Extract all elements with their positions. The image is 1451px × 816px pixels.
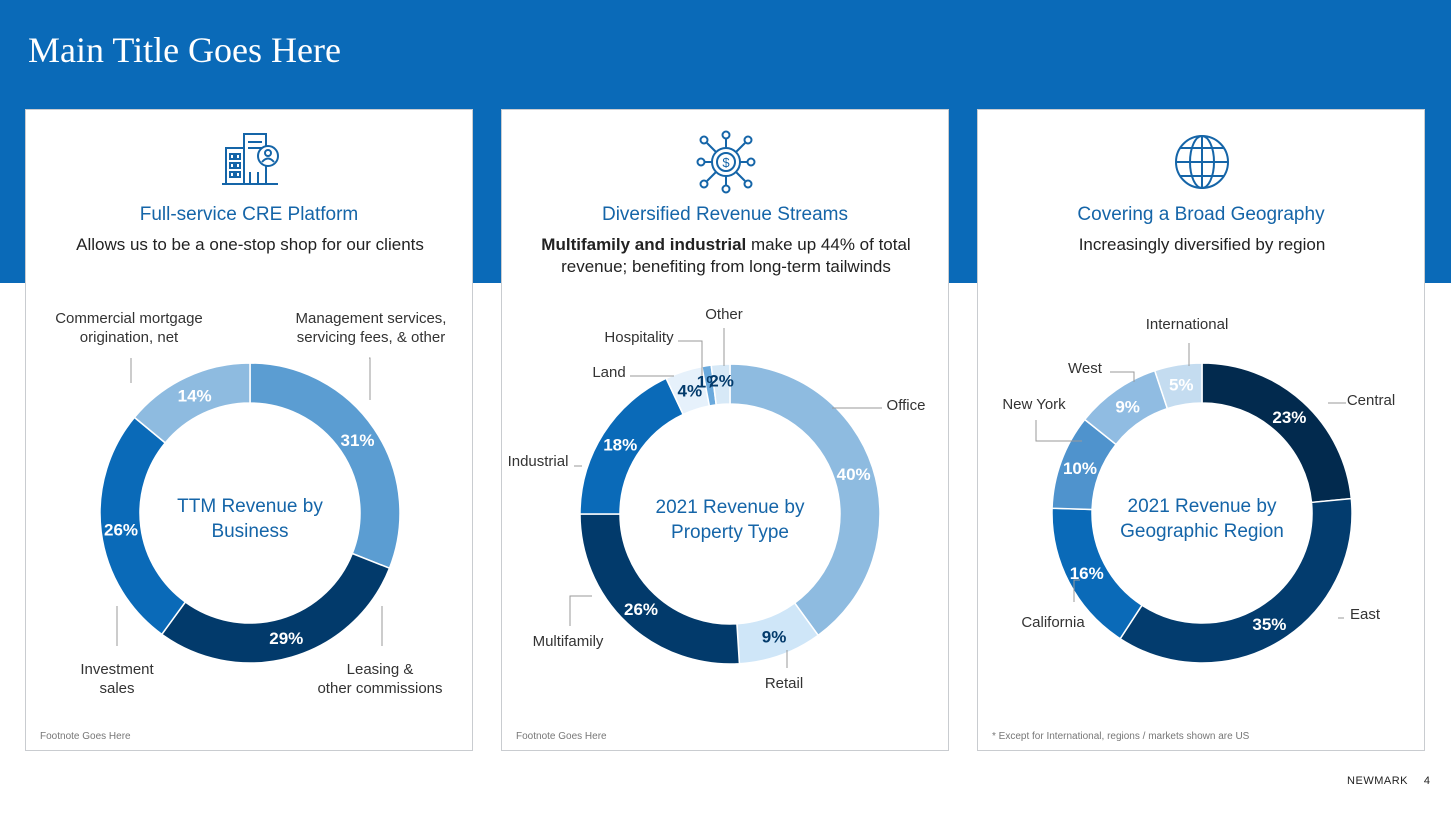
donut-slice: [710, 363, 731, 406]
slice-value-label: 35%: [1252, 615, 1286, 634]
page-title: Main Title Goes Here: [28, 30, 341, 70]
chart-center-title: 2021 Revenue by Property Type: [656, 497, 805, 543]
donut-chart-business: 31% 29% 26% 14% Management services, servicin…: [55, 310, 447, 697]
slice-value-label: 23%: [1272, 408, 1306, 427]
slice-value-label: 26%: [104, 520, 138, 539]
slice-value-label: 9%: [1115, 397, 1140, 416]
category-label: Management services, servicing fees, & ot…: [296, 310, 447, 346]
category-label: California: [1021, 614, 1085, 631]
category-label: Central: [1347, 392, 1395, 409]
panel-property-type: $ Diversified Revenue Streams Multifamil…: [501, 109, 949, 751]
slice-value-label: 2%: [709, 371, 734, 390]
leader-line: [569, 595, 592, 626]
category-label: Hospitality: [604, 329, 674, 346]
donut-slice: [1153, 362, 1203, 410]
leader-line: [1035, 420, 1082, 442]
globe-icon: [1172, 130, 1232, 194]
panel-geography: Covering a Broad Geography Increasingly …: [977, 109, 1425, 751]
footnote: * Except for International, regions / ma…: [992, 731, 1250, 742]
svg-text:$: $: [722, 155, 730, 170]
brand-name: NEWMARK: [1347, 775, 1408, 787]
revenue-network-icon: $: [696, 130, 756, 194]
slice-value-label: 29%: [269, 629, 303, 648]
category-label: Investment sales: [80, 661, 154, 697]
slice-value-label: 10%: [1063, 459, 1097, 478]
chart-center-title: 2021 Revenue by Geographic Region: [1120, 496, 1284, 542]
donut-chart-geography: 23% 35% 16% 10% 9% 5% Central East California New…: [1002, 316, 1395, 664]
slice-value-label: 16%: [1070, 564, 1104, 583]
leader-line: [1110, 371, 1135, 382]
slice-value-label: 4%: [678, 381, 703, 400]
slice-value-label: 18%: [603, 435, 637, 454]
slice-value-label: 31%: [341, 431, 375, 450]
panel-subtitle: Increasingly diversified by region: [1078, 235, 1326, 254]
category-label: West: [1068, 360, 1103, 377]
category-label: New York: [1002, 396, 1066, 413]
leader-line: [369, 357, 371, 400]
category-label: Multifamily: [533, 633, 604, 650]
donut-slice: [1201, 362, 1353, 504]
category-label: Retail: [765, 675, 803, 692]
panel-heading: Diversified Revenue Streams: [601, 204, 849, 225]
slice-value-label: 14%: [178, 386, 212, 405]
slice-value-label: 26%: [624, 600, 658, 619]
slice-value-label: 5%: [1169, 376, 1194, 395]
category-label: East: [1350, 606, 1381, 623]
page-number: 4: [1423, 775, 1430, 787]
category-label: Industrial: [508, 453, 569, 470]
category-label: Other: [705, 306, 743, 323]
footnote: Footnote Goes Here: [516, 731, 607, 742]
category-label: Office: [887, 397, 926, 414]
category-label: Commercial mortgage origination, net: [55, 310, 203, 346]
panel-heading: Covering a Broad Geography: [1077, 204, 1325, 225]
panel-subtitle: Allows us to be a one-stop shop for our …: [76, 235, 424, 254]
leader-line: [1073, 579, 1080, 602]
category-label: Land: [592, 364, 625, 381]
chart-center-title: TTM Revenue by Business: [177, 496, 323, 542]
leader-line: [678, 340, 703, 376]
building-person-icon: [220, 130, 280, 194]
panel-heading: Full-service CRE Platform: [139, 204, 359, 225]
footnote: Footnote Goes Here: [40, 731, 131, 742]
category-label: International: [1146, 316, 1229, 333]
donut-chart-property-type: 40%9%26%18%4%1%2%OfficeRetailMultifamily…: [508, 306, 926, 692]
slice-value-label: 40%: [837, 465, 871, 484]
panel-business: Full-service CRE Platform Allows us to b…: [25, 109, 473, 751]
slice-value-label: 9%: [762, 627, 787, 646]
category-label: Leasing & other commissions: [317, 661, 442, 697]
panel-subtitle: Multifamily and industrial make up 44% o…: [541, 235, 911, 276]
donut-slice: [133, 362, 251, 444]
